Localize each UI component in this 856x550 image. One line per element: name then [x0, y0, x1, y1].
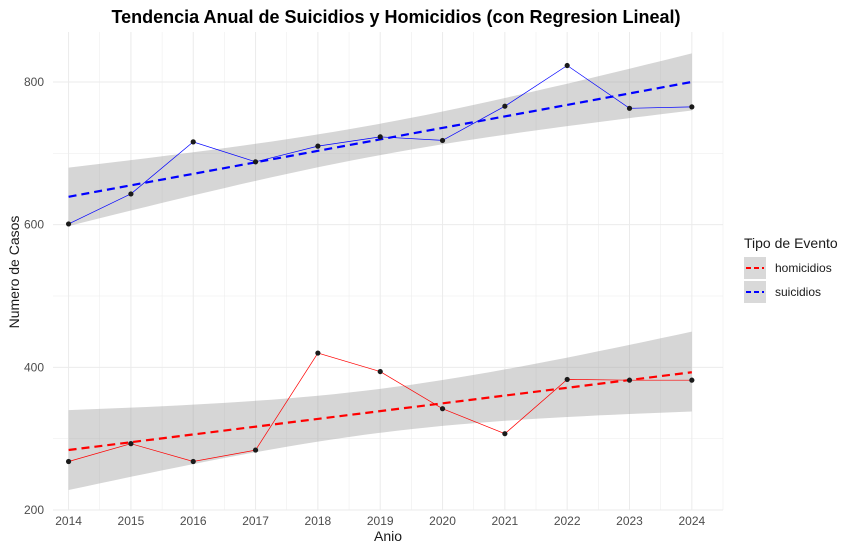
x-tick-label: 2020 — [429, 514, 456, 528]
data-points — [65, 62, 695, 465]
x-tick-label: 2021 — [492, 514, 519, 528]
homicidios-data-point — [315, 350, 321, 356]
suicidios-data-point — [65, 221, 72, 227]
homicidios-data-point — [190, 458, 196, 465]
homicidios-regression-line — [68, 371, 692, 452]
x-tick-label: 2022 — [554, 514, 581, 528]
homicidios-data-point — [252, 447, 259, 453]
suicidios-data-point — [190, 139, 196, 145]
homicidios-data-point — [128, 441, 134, 447]
suicidios-data-point — [252, 159, 259, 165]
homicidios-data-point — [564, 376, 570, 383]
x-tick-label: 2016 — [180, 514, 207, 528]
x-tick-label: 2015 — [118, 514, 145, 528]
x-axis-title: Anio — [374, 528, 402, 544]
homicidios-data-point — [689, 377, 695, 383]
y-tick-label: 400 — [24, 360, 44, 374]
y-axis-ticks: 200 400 600 800 — [24, 75, 44, 517]
y-axis-title: Numero de Casos — [6, 216, 22, 329]
x-tick-label: 2014 — [55, 514, 82, 528]
y-tick-label: 200 — [24, 503, 44, 517]
homicidios-data-point — [377, 368, 383, 375]
suicidios-data-point — [689, 104, 695, 110]
y-tick-label: 600 — [24, 218, 44, 232]
suicidios-data-point — [439, 137, 446, 144]
suicidios-data-point — [128, 191, 134, 197]
homicidios-data-point — [626, 377, 633, 383]
suicidios-data-point — [564, 62, 570, 69]
homicidios-data-point — [439, 406, 446, 412]
grid-lines — [53, 32, 724, 511]
suicidios-data-point — [502, 103, 508, 109]
legend: Tipo de Evento homicidios suicidios — [744, 235, 838, 303]
legend-label-suicidios: suicidios — [775, 285, 821, 299]
x-tick-label: 2023 — [616, 514, 643, 528]
homicidios-data-point — [502, 431, 508, 437]
chart-title: Tendencia Anual de Suicidios y Homicidio… — [111, 7, 680, 27]
suicidios-data-point — [377, 134, 383, 140]
x-tick-label: 2018 — [305, 514, 332, 528]
x-tick-label: 2024 — [678, 514, 705, 528]
suicidios-data-point — [626, 105, 633, 111]
x-tick-label: 2019 — [367, 514, 394, 528]
legend-title: Tipo de Evento — [744, 235, 838, 251]
legend-label-homicidios: homicidios — [775, 261, 832, 275]
homicidios-data-point — [65, 458, 72, 465]
x-tick-label: 2017 — [242, 514, 269, 528]
suicidios-data-point — [315, 143, 321, 149]
y-tick-label: 800 — [24, 75, 44, 89]
x-axis-ticks: 2014 2015 2016 2017 2018 2019 2020 2021 2022 2023… — [55, 514, 705, 528]
